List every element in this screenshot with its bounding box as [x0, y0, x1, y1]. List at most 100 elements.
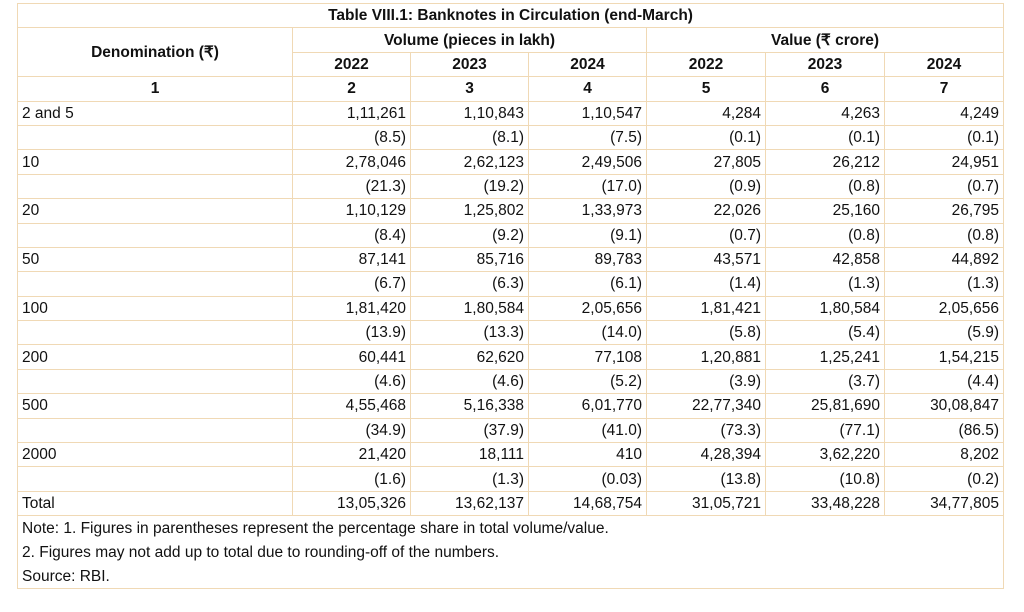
share-cell: (19.2): [410, 173, 529, 200]
share-cell: (5.4): [765, 320, 885, 346]
value-cell: 4,284: [646, 100, 766, 126]
share-cell: (5.8): [646, 320, 766, 346]
column-number-row: 1 2 3 4 5 6 7: [17, 76, 1005, 102]
total-cell: 14,68,754: [528, 490, 647, 517]
empty-cell: [17, 466, 293, 492]
share-cell: (5.2): [528, 368, 647, 395]
denomination-label: 2000: [17, 442, 293, 468]
share-cell: (6.7): [292, 271, 411, 297]
share-row: (8.4) (9.2) (9.1) (0.7) (0.8) (0.8): [17, 222, 1005, 248]
year-header: 2023: [765, 51, 885, 78]
share-cell: (17.0): [528, 173, 647, 200]
denomination-label: 100: [17, 295, 293, 322]
year-header: 2024: [528, 51, 647, 78]
share-cell: (3.9): [646, 368, 766, 395]
value-group-header: Value (₹ crore): [645, 27, 1005, 53]
empty-cell: [17, 417, 293, 444]
share-cell: (0.8): [883, 222, 1005, 248]
value-cell: 77,108: [528, 344, 647, 370]
share-cell: (1.3): [883, 271, 1005, 297]
denomination-label: 500: [17, 393, 293, 419]
share-cell: (21.3): [292, 173, 411, 200]
share-cell: (77.1): [765, 417, 885, 444]
total-cell: 13,62,137: [410, 490, 529, 517]
value-cell: 25,81,690: [765, 393, 885, 419]
share-cell: (5.9): [883, 320, 1005, 346]
denomination-label: 2 and 5: [17, 100, 293, 126]
share-row: (4.6) (4.6) (5.2) (3.9) (3.7) (4.4): [17, 368, 1005, 395]
share-cell: (13.8): [646, 466, 766, 492]
column-number: 1: [17, 76, 293, 102]
value-cell: 22,026: [646, 198, 766, 224]
value-cell: 4,55,468: [292, 393, 411, 419]
share-cell: (3.7): [765, 368, 885, 395]
year-header: 2022: [292, 51, 411, 78]
value-cell: 2,05,656: [883, 295, 1005, 322]
share-cell: (0.8): [765, 222, 885, 248]
share-cell: (8.1): [410, 124, 529, 151]
year-header: 2022: [646, 51, 766, 78]
share-cell: (4.6): [292, 368, 411, 395]
share-cell: (4.4): [883, 368, 1005, 395]
year-header: 2024: [883, 51, 1005, 78]
note-row: 2. Figures may not add up to total due t…: [16, 540, 1005, 565]
value-cell: 5,16,338: [410, 393, 529, 419]
table-title: Table VIII.1: Banknotes in Circulation (…: [16, 2, 1005, 29]
value-cell: 1,10,547: [528, 100, 647, 126]
value-cell: 62,620: [410, 344, 529, 370]
value-cell: 1,20,881: [646, 344, 766, 370]
column-number: 4: [528, 76, 647, 102]
share-cell: (6.1): [528, 271, 647, 297]
share-cell: (0.1): [646, 124, 766, 151]
share-row: (13.9) (13.3) (14.0) (5.8) (5.4) (5.9): [17, 320, 1005, 346]
table-row: 2000 21,420 18,111 410 4,28,394 3,62,220 8,202: [17, 442, 1005, 468]
value-cell: 1,10,129: [292, 198, 411, 224]
share-cell: (0.7): [646, 222, 766, 248]
value-cell: 8,202: [883, 442, 1005, 468]
banknotes-table-container: Table VIII.1: Banknotes in Circulation (…: [16, 2, 1005, 590]
total-label: Total: [17, 490, 293, 517]
value-cell: 85,716: [410, 246, 529, 273]
value-cell: 1,33,973: [528, 198, 647, 224]
value-cell: 1,25,802: [410, 198, 529, 224]
column-number: 2: [292, 76, 411, 102]
share-row: (6.7) (6.3) (6.1) (1.4) (1.3) (1.3): [17, 271, 1005, 297]
value-cell: 1,80,584: [410, 295, 529, 322]
value-cell: 1,54,215: [883, 344, 1005, 370]
value-cell: 42,858: [765, 246, 885, 273]
share-cell: (37.9): [410, 417, 529, 444]
share-cell: (0.7): [883, 173, 1005, 200]
value-cell: 4,249: [883, 100, 1005, 126]
value-cell: 26,212: [765, 149, 885, 175]
column-number: 3: [410, 76, 529, 102]
value-cell: 3,62,220: [765, 442, 885, 468]
note-row: Source: RBI.: [16, 564, 1005, 590]
empty-cell: [17, 320, 293, 346]
empty-cell: [17, 222, 293, 248]
share-cell: (1.3): [410, 466, 529, 492]
share-cell: (8.4): [292, 222, 411, 248]
empty-cell: [17, 368, 293, 395]
value-cell: 1,11,261: [292, 100, 411, 126]
value-cell: 1,81,420: [292, 295, 411, 322]
empty-cell: [17, 173, 293, 200]
note-row: Note: 1. Figures in parentheses represen…: [16, 515, 1005, 541]
value-cell: 2,78,046: [292, 149, 411, 175]
value-cell: 2,49,506: [528, 149, 647, 175]
share-cell: (7.5): [528, 124, 647, 151]
share-cell: (8.5): [292, 124, 411, 151]
table-row: 100 1,81,420 1,80,584 2,05,656 1,81,421 1,80,…: [17, 295, 1005, 322]
share-cell: (73.3): [646, 417, 766, 444]
denomination-label: 20: [17, 198, 293, 224]
value-cell: 43,571: [646, 246, 766, 273]
value-cell: 26,795: [883, 198, 1005, 224]
denomination-label: 10: [17, 149, 293, 175]
value-cell: 44,892: [883, 246, 1005, 273]
share-cell: (34.9): [292, 417, 411, 444]
year-header-row: 2022 2023 2024 2022 2023 2024: [18, 51, 1005, 78]
total-cell: 34,77,805: [883, 490, 1005, 517]
share-row: (34.9) (37.9) (41.0) (73.3) (77.1) (86.5): [17, 417, 1005, 444]
share-row: (8.5) (8.1) (7.5) (0.1) (0.1) (0.1): [17, 124, 1005, 151]
table-row: 10 2,78,046 2,62,123 2,49,506 27,805 26,212 24…: [17, 149, 1005, 175]
value-cell: 410: [528, 442, 647, 468]
